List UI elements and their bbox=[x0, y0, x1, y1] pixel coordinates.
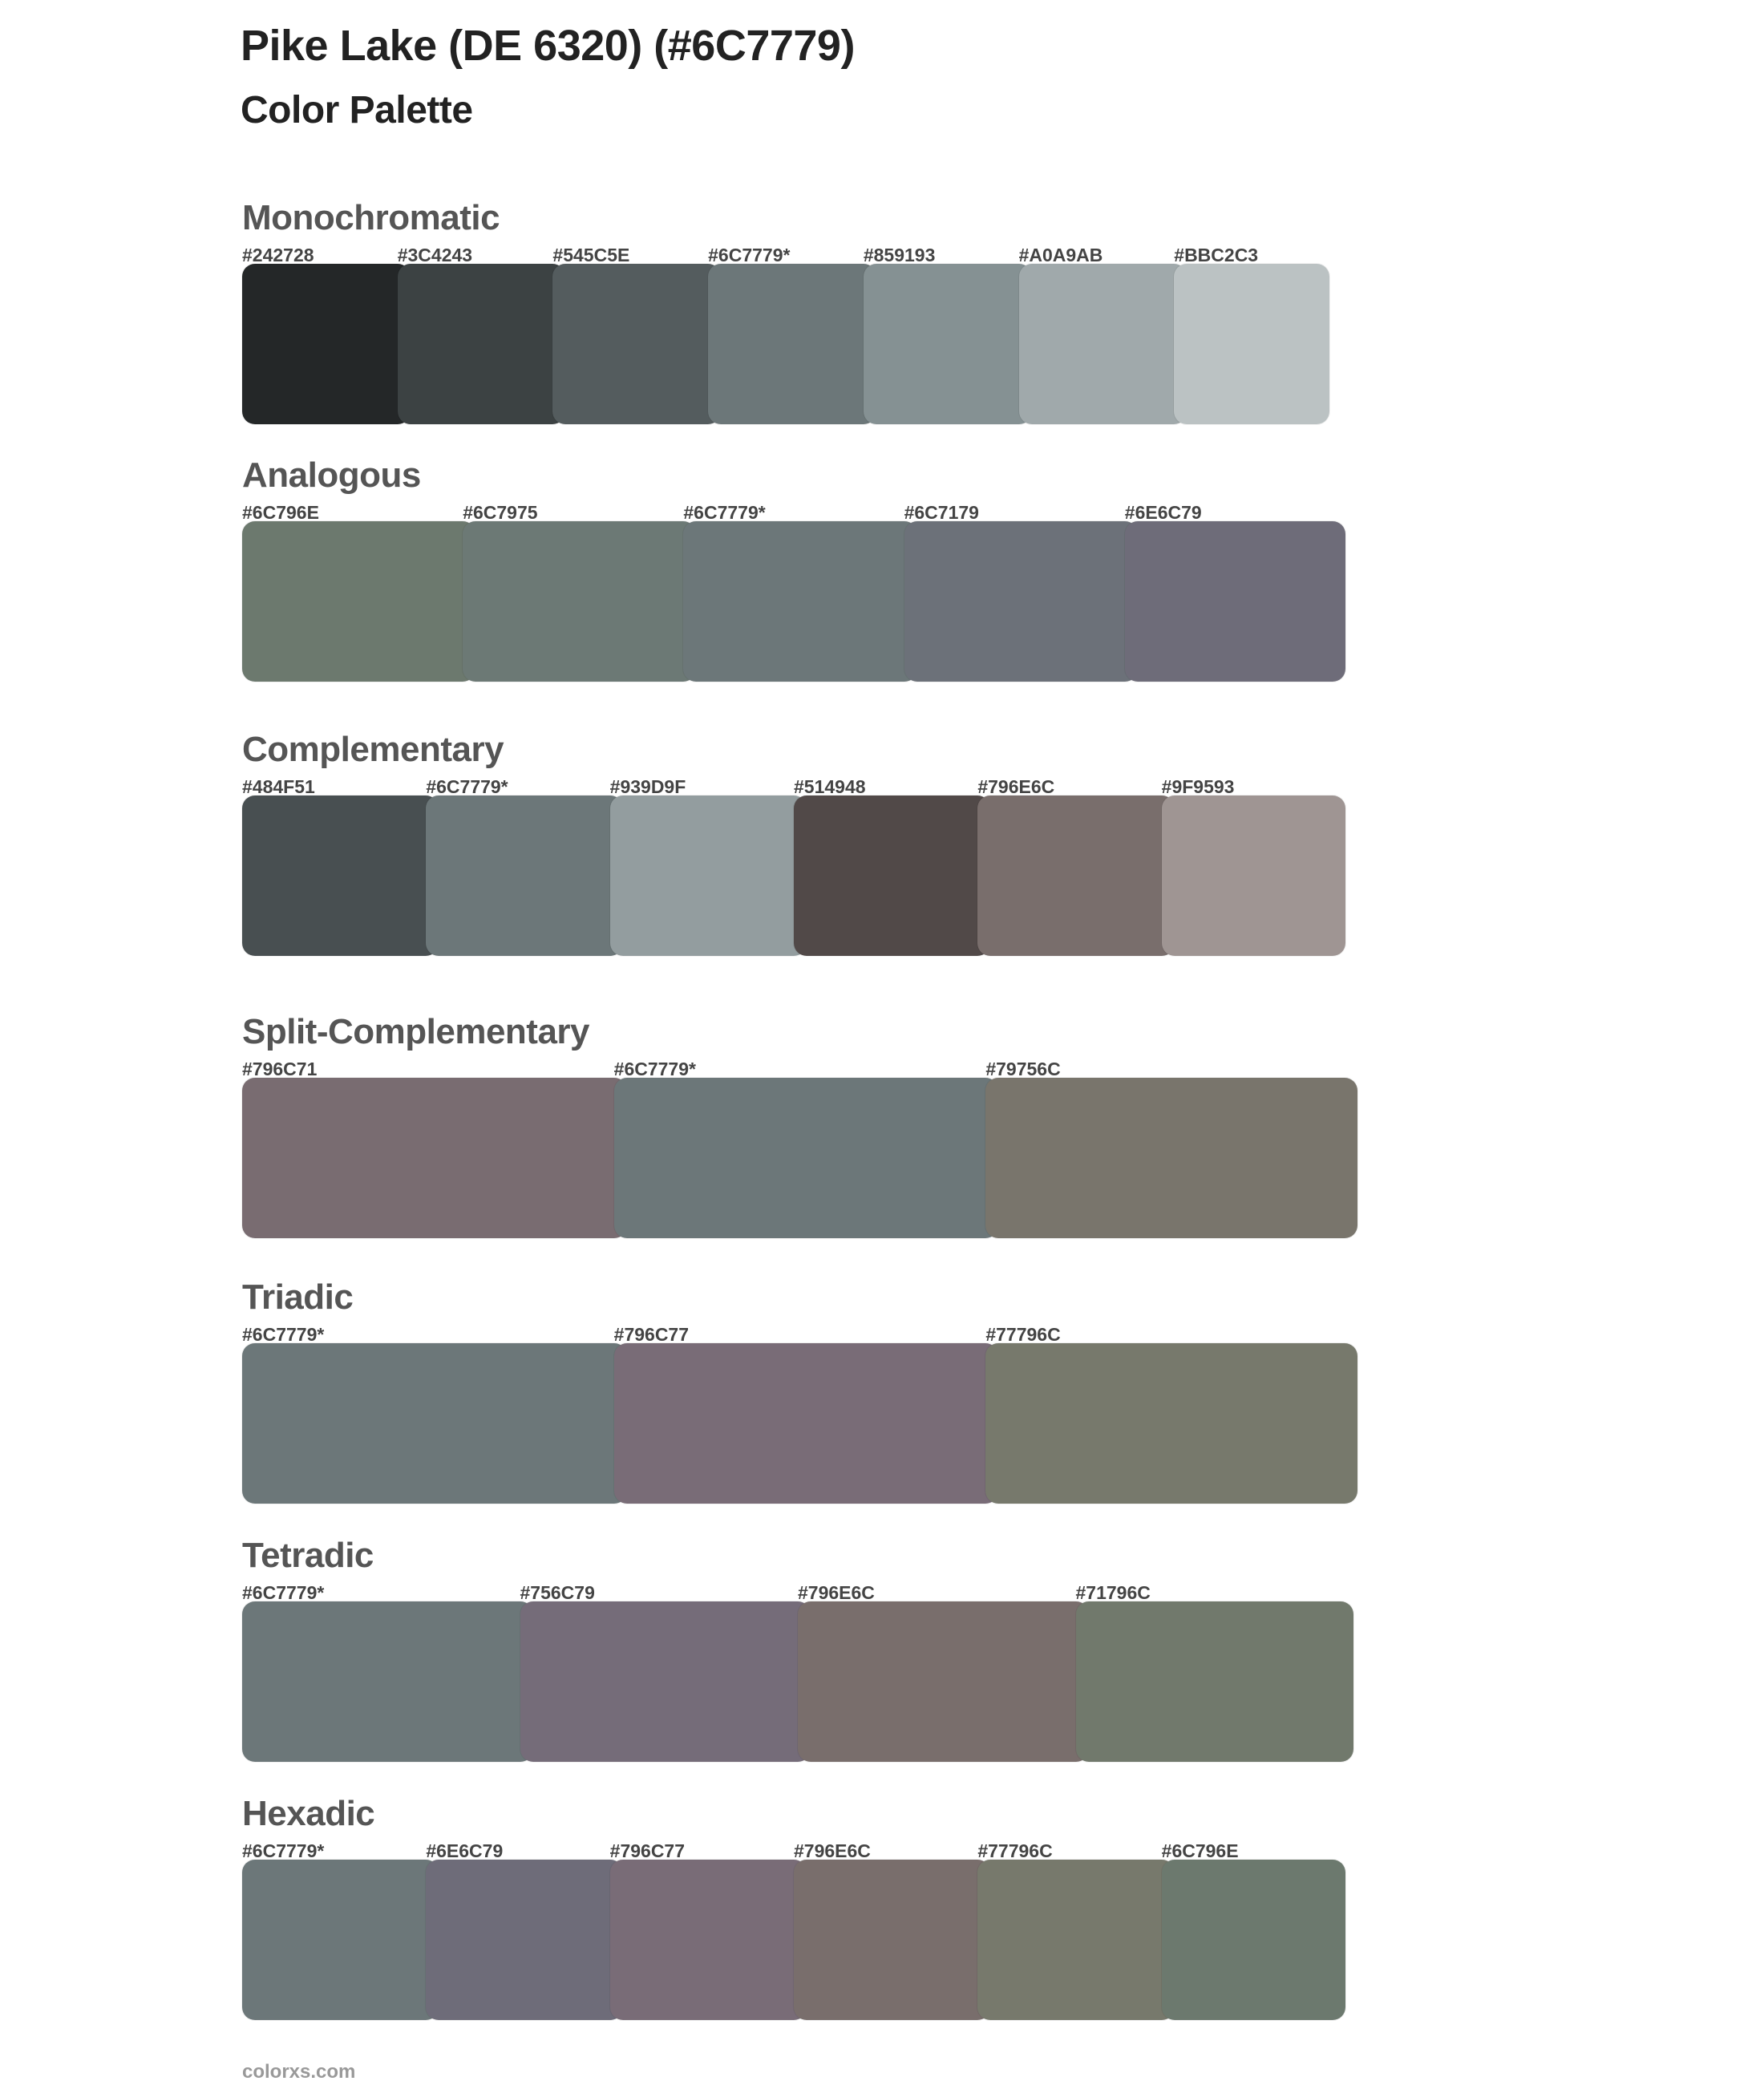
swatch-label: #77796C bbox=[985, 1324, 1061, 1345]
color-swatch[interactable] bbox=[242, 1343, 627, 1504]
swatch-label: #6C796E bbox=[1161, 1840, 1239, 1861]
swatch-label: #796E6C bbox=[798, 1582, 875, 1603]
color-swatch[interactable] bbox=[985, 1343, 1357, 1504]
swatch-label: #6C7779* bbox=[242, 1324, 325, 1345]
swatch-label: #796C71 bbox=[242, 1059, 318, 1079]
swatch-label: #242728 bbox=[242, 245, 314, 265]
color-swatch[interactable] bbox=[863, 264, 1032, 424]
swatch-row bbox=[242, 1860, 1345, 2020]
section-title: Analogous bbox=[242, 455, 421, 495]
swatch-label: #756C79 bbox=[520, 1582, 595, 1603]
color-swatch[interactable] bbox=[609, 1860, 807, 2020]
swatch-label: #6E6C79 bbox=[426, 1840, 504, 1861]
color-swatch[interactable] bbox=[242, 796, 439, 956]
section-title: Hexadic bbox=[242, 1794, 375, 1833]
swatch-row bbox=[242, 521, 1345, 682]
swatch-label: #6C7179 bbox=[904, 502, 979, 523]
color-swatch[interactable] bbox=[552, 264, 722, 424]
color-swatch[interactable] bbox=[613, 1343, 999, 1504]
page-subtitle: Color Palette bbox=[241, 89, 473, 132]
color-swatch[interactable] bbox=[242, 264, 411, 424]
swatch-label: #77796C bbox=[977, 1840, 1053, 1861]
swatch-label: #939D9F bbox=[609, 776, 686, 797]
color-swatch[interactable] bbox=[1174, 264, 1329, 424]
swatch-label: #6C7779* bbox=[242, 1582, 325, 1603]
color-swatch[interactable] bbox=[426, 796, 623, 956]
swatch-label: #6E6C79 bbox=[1124, 502, 1202, 523]
color-swatch[interactable] bbox=[463, 521, 697, 682]
swatch-label: #6C7779* bbox=[242, 1840, 325, 1861]
swatch-row bbox=[242, 1078, 1357, 1238]
footer-link[interactable]: colorxs.com bbox=[242, 2061, 356, 2083]
color-swatch[interactable] bbox=[613, 1078, 999, 1238]
swatch-label: #3C4243 bbox=[397, 245, 473, 265]
color-swatch[interactable] bbox=[397, 264, 566, 424]
color-swatch[interactable] bbox=[977, 796, 1175, 956]
swatch-row bbox=[242, 1343, 1357, 1504]
swatch-label: #6C7779* bbox=[426, 776, 508, 797]
color-swatch[interactable] bbox=[1161, 1860, 1345, 2020]
swatch-label: #796E6C bbox=[794, 1840, 871, 1861]
swatch-label: #484F51 bbox=[242, 776, 315, 797]
page-title: Pike Lake (DE 6320) (#6C7779) bbox=[241, 22, 855, 70]
swatch-label: #514948 bbox=[794, 776, 866, 797]
swatch-label: #BBC2C3 bbox=[1174, 245, 1259, 265]
swatch-row bbox=[242, 796, 1345, 956]
color-swatch[interactable] bbox=[798, 1601, 1089, 1762]
color-swatch[interactable] bbox=[242, 521, 476, 682]
swatch-label: #859193 bbox=[863, 245, 936, 265]
swatch-label: #71796C bbox=[1075, 1582, 1151, 1603]
color-swatch[interactable] bbox=[708, 264, 876, 424]
swatch-label: #A0A9AB bbox=[1018, 245, 1103, 265]
section-title: Complementary bbox=[242, 730, 504, 769]
color-swatch[interactable] bbox=[1075, 1601, 1353, 1762]
swatch-label: #6C796E bbox=[242, 502, 319, 523]
color-swatch[interactable] bbox=[985, 1078, 1357, 1238]
swatch-label: #796C77 bbox=[609, 1840, 686, 1861]
color-swatch[interactable] bbox=[609, 796, 807, 956]
color-swatch[interactable] bbox=[426, 1860, 623, 2020]
color-swatch[interactable] bbox=[1124, 521, 1345, 682]
section-title: Split-Complementary bbox=[242, 1012, 590, 1051]
swatch-row bbox=[242, 264, 1329, 424]
color-swatch[interactable] bbox=[242, 1601, 533, 1762]
color-swatch[interactable] bbox=[1018, 264, 1187, 424]
color-swatch[interactable] bbox=[683, 521, 917, 682]
swatch-label: #545C5E bbox=[552, 245, 630, 265]
color-swatch[interactable] bbox=[794, 796, 991, 956]
swatch-label: #6C7779* bbox=[613, 1059, 696, 1079]
section-title: Tetradic bbox=[242, 1536, 374, 1575]
swatch-label: #796E6C bbox=[977, 776, 1055, 797]
swatch-label: #6C7779* bbox=[683, 502, 766, 523]
color-swatch[interactable] bbox=[242, 1078, 627, 1238]
swatch-row bbox=[242, 1601, 1353, 1762]
color-swatch[interactable] bbox=[242, 1860, 439, 2020]
color-swatch[interactable] bbox=[904, 521, 1138, 682]
color-swatch[interactable] bbox=[520, 1601, 811, 1762]
swatch-label: #79756C bbox=[985, 1059, 1061, 1079]
swatch-label: #9F9593 bbox=[1161, 776, 1235, 797]
swatch-label: #796C77 bbox=[613, 1324, 690, 1345]
color-swatch[interactable] bbox=[794, 1860, 991, 2020]
swatch-label: #6C7779* bbox=[708, 245, 791, 265]
color-swatch[interactable] bbox=[977, 1860, 1175, 2020]
swatch-label: #6C7975 bbox=[463, 502, 538, 523]
section-title: Triadic bbox=[242, 1277, 354, 1317]
color-swatch[interactable] bbox=[1161, 796, 1345, 956]
section-title: Monochromatic bbox=[242, 198, 500, 237]
